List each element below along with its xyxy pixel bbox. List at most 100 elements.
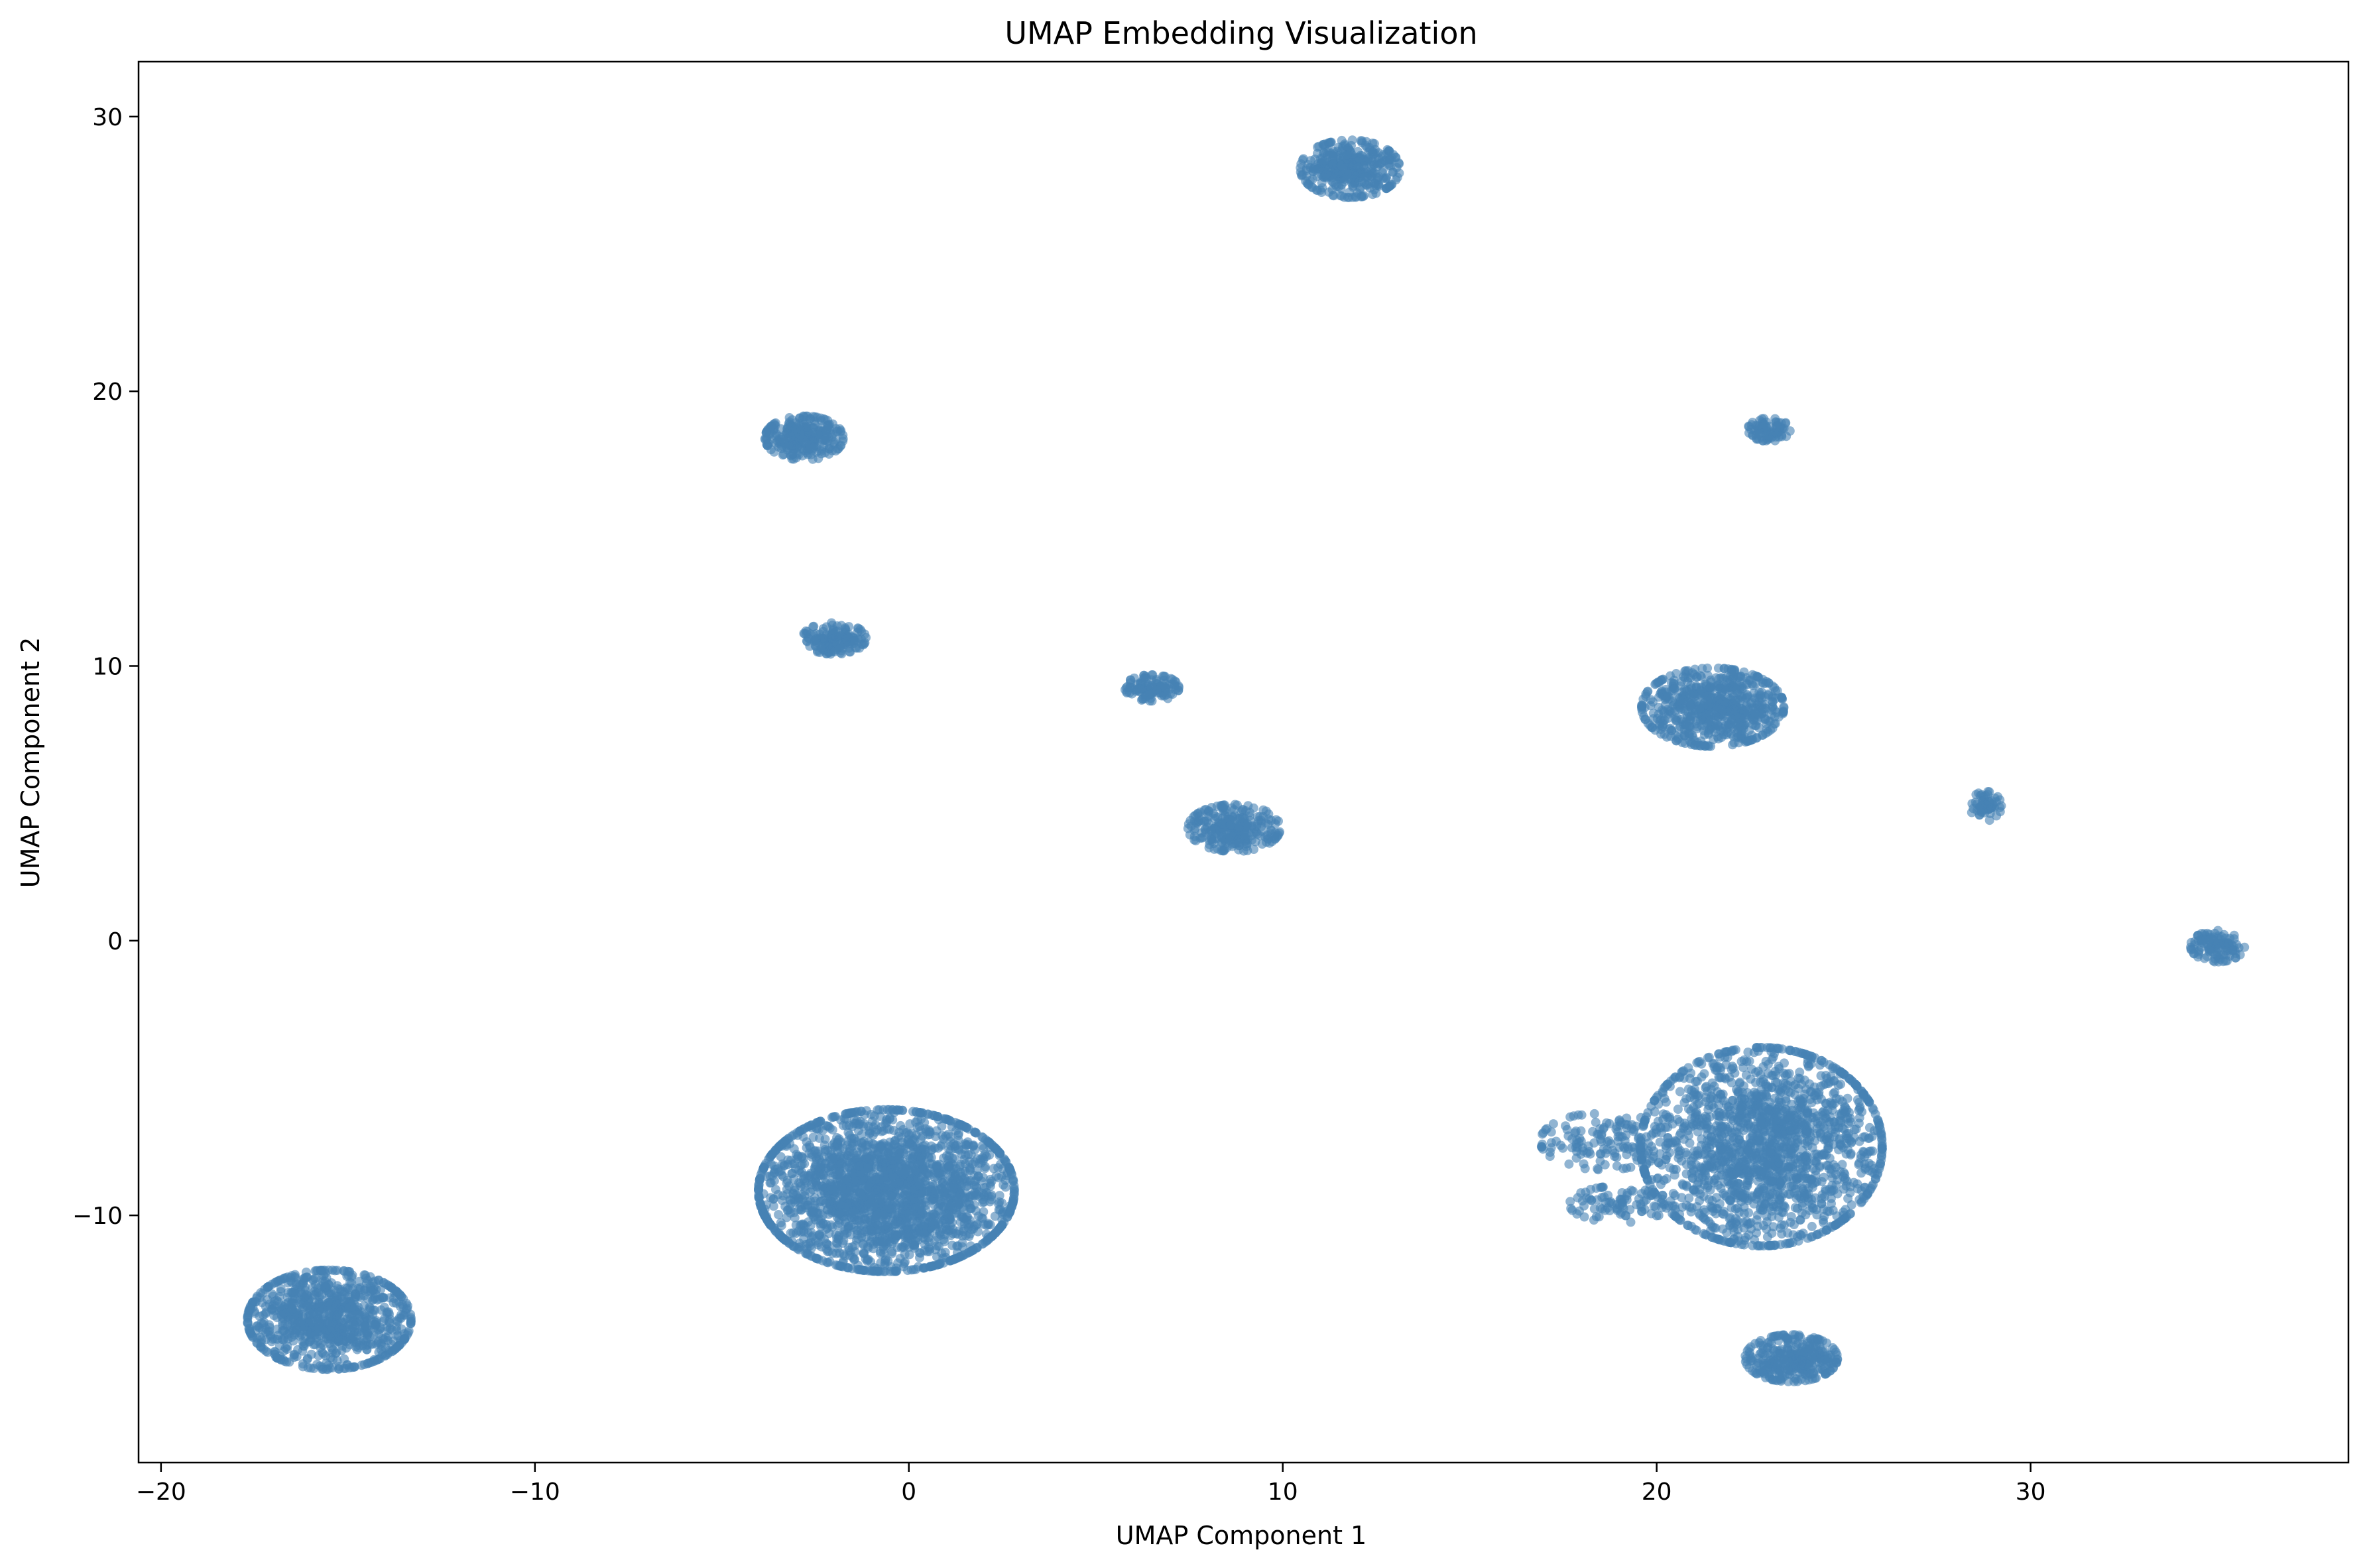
data-point bbox=[323, 1319, 332, 1329]
data-point bbox=[296, 1317, 306, 1327]
data-point bbox=[306, 1329, 316, 1339]
data-point bbox=[1363, 172, 1372, 182]
data-point bbox=[380, 1313, 390, 1323]
data-point bbox=[950, 1141, 960, 1151]
data-point bbox=[863, 1243, 873, 1253]
data-point bbox=[773, 1189, 783, 1199]
data-point bbox=[1719, 697, 1729, 707]
data-point bbox=[794, 1226, 804, 1236]
data-point bbox=[251, 1297, 261, 1307]
data-point bbox=[956, 1172, 966, 1181]
data-point bbox=[779, 437, 789, 447]
data-point bbox=[919, 1144, 929, 1154]
data-point bbox=[872, 1211, 882, 1221]
data-point bbox=[823, 1121, 833, 1131]
data-point bbox=[888, 1115, 898, 1125]
data-point bbox=[1359, 161, 1368, 171]
data-point bbox=[778, 1233, 788, 1243]
data-point bbox=[1748, 681, 1758, 691]
data-point bbox=[843, 1140, 852, 1150]
data-point bbox=[1312, 186, 1322, 196]
data-point bbox=[894, 1178, 904, 1188]
data-point bbox=[1711, 724, 1721, 733]
data-point bbox=[819, 1140, 829, 1150]
data-point bbox=[370, 1292, 380, 1302]
data-point bbox=[904, 1166, 914, 1176]
data-point bbox=[785, 1205, 795, 1214]
data-point bbox=[896, 1120, 906, 1130]
data-point bbox=[767, 1150, 777, 1160]
data-point bbox=[1382, 148, 1392, 158]
data-point bbox=[292, 1310, 302, 1320]
data-point bbox=[882, 1124, 892, 1134]
data-point bbox=[1759, 678, 1768, 688]
data-point bbox=[309, 1364, 319, 1373]
data-point bbox=[940, 1247, 950, 1257]
data-point bbox=[960, 1192, 970, 1202]
data-point bbox=[854, 1161, 864, 1171]
data-point bbox=[350, 1321, 360, 1331]
data-point bbox=[831, 1230, 841, 1240]
data-point bbox=[821, 622, 831, 632]
data-point bbox=[930, 1219, 940, 1229]
data-point bbox=[1750, 694, 1760, 704]
data-point bbox=[1685, 698, 1695, 708]
data-point bbox=[890, 1203, 900, 1213]
data-point bbox=[915, 1189, 925, 1199]
data-point bbox=[827, 446, 837, 455]
data-point bbox=[787, 1131, 797, 1141]
data-point bbox=[1214, 817, 1224, 827]
data-point bbox=[288, 1294, 298, 1304]
data-point bbox=[861, 1225, 871, 1235]
data-point bbox=[1689, 710, 1699, 720]
data-point bbox=[907, 1140, 917, 1150]
data-point bbox=[267, 1289, 277, 1299]
data-point bbox=[1669, 684, 1679, 694]
data-point bbox=[274, 1341, 284, 1351]
data-point bbox=[835, 424, 845, 434]
data-point bbox=[261, 1301, 271, 1311]
data-point bbox=[304, 1311, 314, 1321]
data-point bbox=[1647, 723, 1657, 732]
data-point bbox=[809, 621, 819, 631]
data-point bbox=[879, 1242, 888, 1252]
data-point bbox=[1147, 675, 1157, 685]
data-point bbox=[1219, 846, 1229, 856]
data-point bbox=[915, 1108, 925, 1118]
data-point bbox=[1394, 158, 1404, 168]
data-point bbox=[261, 1347, 271, 1356]
data-point bbox=[363, 1327, 373, 1337]
data-point bbox=[310, 1266, 320, 1276]
data-point bbox=[826, 1220, 836, 1230]
data-point bbox=[869, 1170, 879, 1179]
data-point bbox=[995, 1191, 1004, 1201]
data-point bbox=[1152, 685, 1162, 695]
data-point bbox=[1160, 682, 1170, 692]
data-point bbox=[295, 1288, 305, 1297]
data-point bbox=[989, 1164, 999, 1174]
data-point bbox=[758, 1165, 768, 1175]
data-point bbox=[868, 1139, 877, 1149]
data-point bbox=[1351, 192, 1361, 202]
data-point bbox=[339, 1317, 349, 1327]
data-point bbox=[1673, 733, 1683, 743]
data-point bbox=[1207, 831, 1217, 841]
data-point bbox=[406, 1317, 416, 1327]
data-point bbox=[849, 1134, 859, 1144]
data-point bbox=[273, 1276, 283, 1286]
data-point bbox=[1304, 180, 1313, 190]
data-point bbox=[852, 1116, 862, 1126]
data-point bbox=[924, 1246, 934, 1256]
data-point bbox=[373, 1338, 383, 1348]
data-point bbox=[1394, 168, 1404, 178]
data-point bbox=[924, 1153, 934, 1163]
data-point bbox=[754, 1183, 764, 1193]
data-point bbox=[861, 1153, 871, 1163]
data-point bbox=[1735, 691, 1745, 701]
data-point bbox=[1321, 169, 1331, 179]
data-point bbox=[822, 1257, 832, 1267]
data-point bbox=[934, 1168, 943, 1178]
data-point bbox=[274, 1292, 284, 1301]
data-point bbox=[1264, 814, 1274, 824]
data-point bbox=[935, 1160, 945, 1170]
